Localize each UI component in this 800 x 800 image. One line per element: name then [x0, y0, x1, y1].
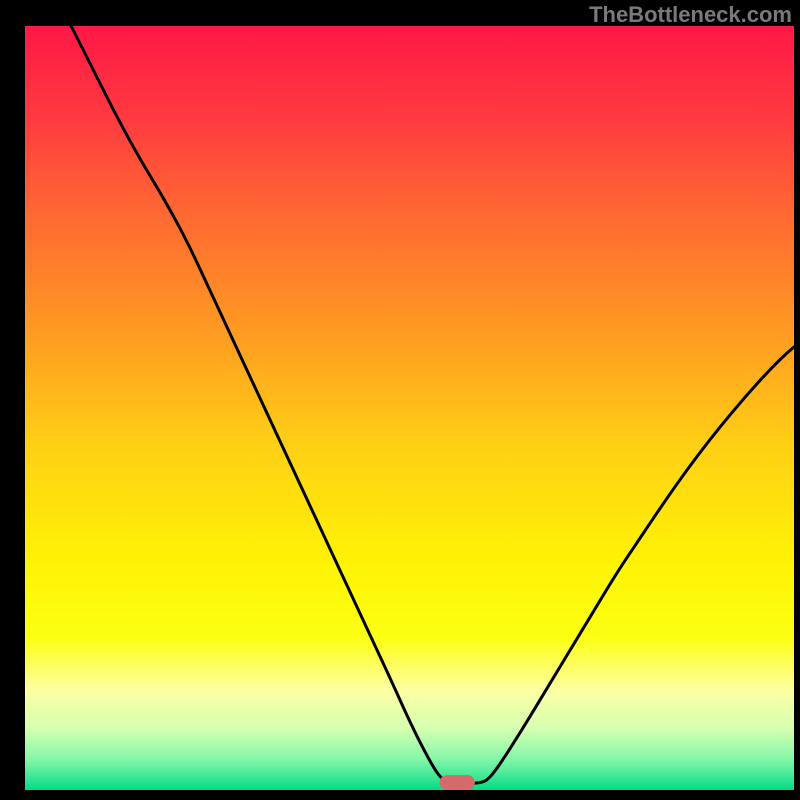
watermark-text: TheBottleneck.com [589, 2, 792, 28]
bottleneck-curve [71, 26, 794, 783]
bottleneck-chart: TheBottleneck.com [0, 0, 800, 800]
chart-svg [25, 26, 794, 790]
plot-area [25, 26, 794, 790]
optimum-marker [439, 775, 474, 790]
